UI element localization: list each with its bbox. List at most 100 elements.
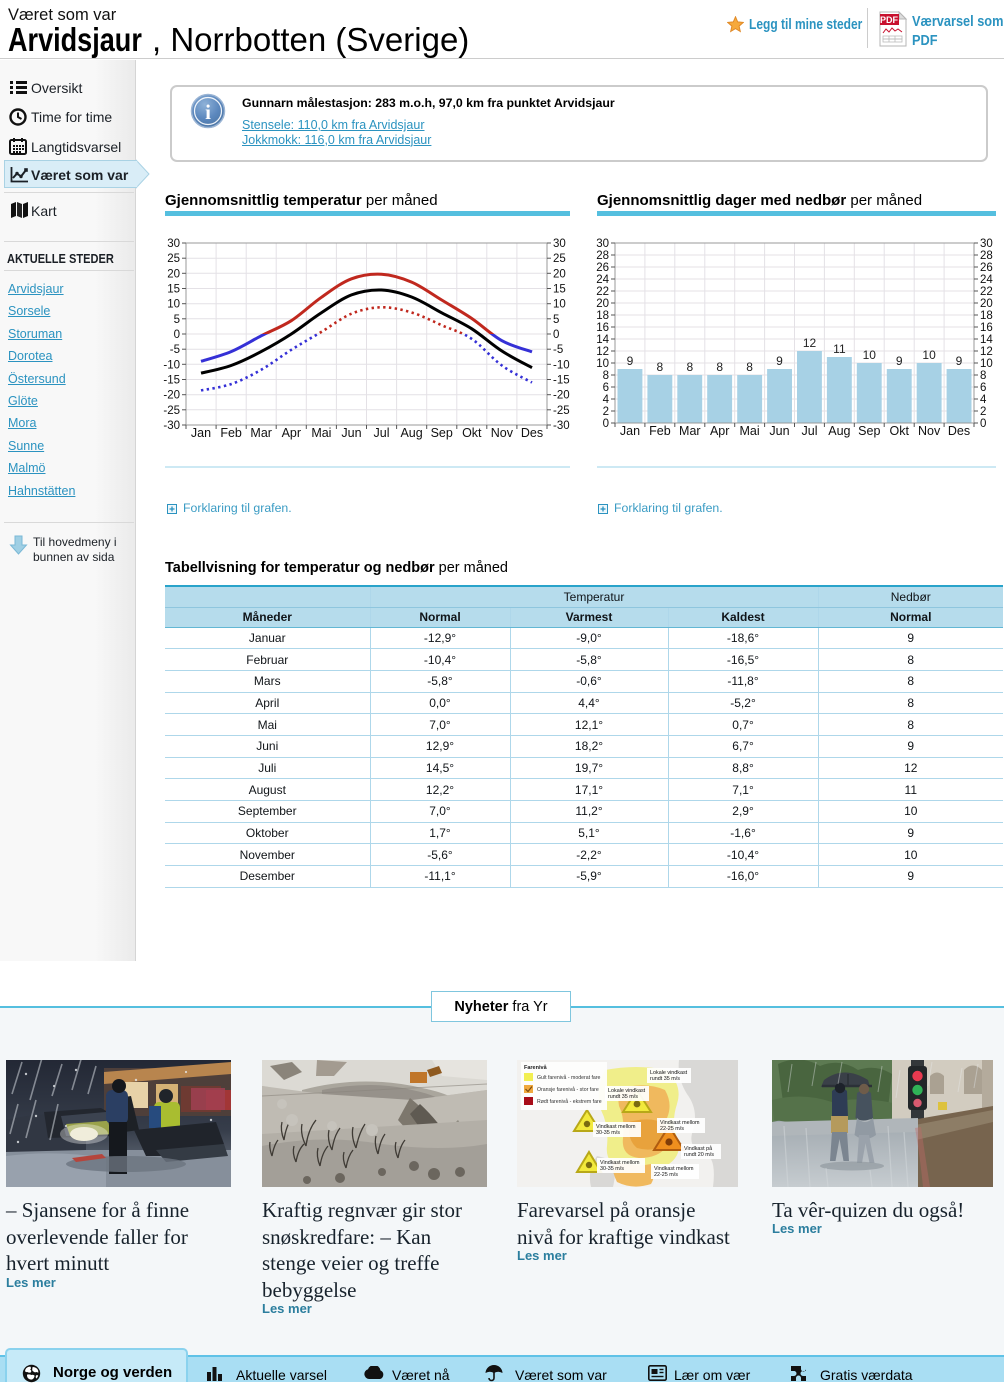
svg-text:30-35 m/s: 30-35 m/s — [596, 1130, 620, 1136]
svg-text:-10: -10 — [553, 359, 570, 371]
svg-text:i: i — [205, 100, 211, 124]
svg-text:5: 5 — [553, 314, 559, 326]
svg-text:9: 9 — [776, 354, 783, 368]
svg-text:0: 0 — [553, 329, 559, 341]
svg-text:18: 18 — [596, 310, 609, 322]
svg-text:Vindkast på: Vindkast på — [684, 1145, 712, 1152]
svg-text:26: 26 — [596, 262, 609, 274]
svg-text:8: 8 — [746, 360, 753, 374]
svg-text:25: 25 — [167, 253, 180, 265]
svg-text:15: 15 — [553, 284, 566, 296]
svg-text:10: 10 — [553, 299, 566, 311]
svg-text:-30: -30 — [163, 420, 180, 432]
svg-text:10: 10 — [596, 358, 609, 370]
svg-text:30-35 m/s: 30-35 m/s — [600, 1166, 624, 1172]
svg-text:25: 25 — [553, 253, 566, 265]
svg-text:12: 12 — [596, 346, 609, 358]
svg-text:20: 20 — [980, 298, 993, 310]
svg-text:30: 30 — [980, 238, 993, 250]
svg-text:0: 0 — [174, 329, 180, 341]
svg-text:-15: -15 — [553, 375, 570, 387]
svg-text:Jul: Jul — [374, 426, 390, 440]
svg-text:10: 10 — [167, 299, 180, 311]
svg-text:Vindkast mellom: Vindkast mellom — [600, 1160, 640, 1166]
svg-text:4: 4 — [603, 394, 610, 406]
svg-text:Des: Des — [521, 426, 543, 440]
svg-text:12: 12 — [803, 336, 817, 350]
svg-text:rundt 35 m/s: rundt 35 m/s — [608, 1094, 638, 1100]
svg-text:Jan: Jan — [620, 424, 640, 438]
svg-text:18: 18 — [980, 310, 993, 322]
svg-text:26: 26 — [980, 262, 993, 274]
svg-text:-30: -30 — [553, 420, 570, 432]
svg-text:4: 4 — [980, 394, 987, 406]
svg-text:Apr: Apr — [282, 426, 301, 440]
svg-text:Jun: Jun — [341, 426, 361, 440]
svg-text:8: 8 — [716, 360, 723, 374]
svg-text:-10: -10 — [163, 359, 180, 371]
svg-text:10: 10 — [980, 358, 993, 370]
svg-text:Mai: Mai — [740, 424, 760, 438]
svg-text:30: 30 — [167, 238, 180, 250]
svg-text:8: 8 — [603, 370, 609, 382]
svg-text:Rødt farenivå - ekstrem fare: Rødt farenivå - ekstrem fare — [537, 1098, 602, 1105]
svg-text:Vindkast mellom: Vindkast mellom — [596, 1124, 636, 1130]
svg-text:20: 20 — [596, 298, 609, 310]
svg-text:Oransje farenivå - stor fare: Oransje farenivå - stor fare — [537, 1086, 599, 1093]
svg-text:22: 22 — [596, 286, 609, 298]
svg-text:22: 22 — [980, 286, 993, 298]
svg-text:Mai: Mai — [311, 426, 331, 440]
svg-text:9: 9 — [956, 354, 963, 368]
svg-text:30: 30 — [553, 238, 566, 250]
svg-text:Jul: Jul — [802, 424, 818, 438]
svg-text:28: 28 — [596, 250, 609, 262]
svg-text:-20: -20 — [553, 390, 570, 402]
svg-text:20: 20 — [167, 268, 180, 280]
svg-text:-25: -25 — [553, 405, 570, 417]
svg-text:0: 0 — [980, 418, 986, 430]
svg-text:Feb: Feb — [649, 424, 671, 438]
svg-text:16: 16 — [596, 322, 609, 334]
svg-text:24: 24 — [980, 274, 993, 286]
svg-text:Gult farenivå - moderat fare: Gult farenivå - moderat fare — [537, 1074, 601, 1081]
svg-text:Feb: Feb — [220, 426, 242, 440]
svg-text:Vindkast mellom: Vindkast mellom — [660, 1120, 700, 1126]
svg-text:9: 9 — [896, 354, 903, 368]
svg-text:30: 30 — [596, 238, 609, 250]
svg-text:Mar: Mar — [250, 426, 272, 440]
svg-text:28: 28 — [980, 250, 993, 262]
svg-text:8: 8 — [980, 370, 986, 382]
svg-text:11: 11 — [833, 342, 846, 356]
svg-text:-15: -15 — [163, 375, 180, 387]
svg-text:10: 10 — [863, 348, 877, 362]
svg-text:Nov: Nov — [491, 426, 514, 440]
svg-text:Okt: Okt — [462, 426, 482, 440]
svg-text:rundt 35 m/s: rundt 35 m/s — [650, 1076, 680, 1082]
svg-text:9: 9 — [627, 354, 634, 368]
svg-text:Farenivå: Farenivå — [524, 1064, 548, 1071]
svg-text:10: 10 — [922, 348, 936, 362]
svg-text:8: 8 — [657, 360, 664, 374]
svg-text:15: 15 — [167, 284, 180, 296]
svg-text:12: 12 — [980, 346, 993, 358]
svg-text:Sep: Sep — [858, 424, 880, 438]
svg-text:rundt 20 m/s: rundt 20 m/s — [684, 1152, 714, 1158]
svg-text:24: 24 — [596, 274, 609, 286]
svg-text:8: 8 — [686, 360, 693, 374]
svg-text:Nov: Nov — [918, 424, 941, 438]
svg-text:6: 6 — [980, 382, 986, 394]
svg-text:0: 0 — [603, 418, 609, 430]
svg-text:2: 2 — [980, 406, 986, 418]
svg-text:Aug: Aug — [828, 424, 850, 438]
svg-text:Sep: Sep — [431, 426, 453, 440]
svg-text:Lokale vindkast: Lokale vindkast — [608, 1088, 646, 1094]
svg-text:Jun: Jun — [769, 424, 789, 438]
svg-text:14: 14 — [596, 334, 609, 346]
svg-text:Aug: Aug — [400, 426, 422, 440]
svg-text:Des: Des — [948, 424, 970, 438]
svg-text:Jan: Jan — [191, 426, 211, 440]
svg-text:14: 14 — [980, 334, 993, 346]
svg-text:16: 16 — [980, 322, 993, 334]
svg-text:-20: -20 — [163, 390, 180, 402]
svg-text:20: 20 — [553, 268, 566, 280]
